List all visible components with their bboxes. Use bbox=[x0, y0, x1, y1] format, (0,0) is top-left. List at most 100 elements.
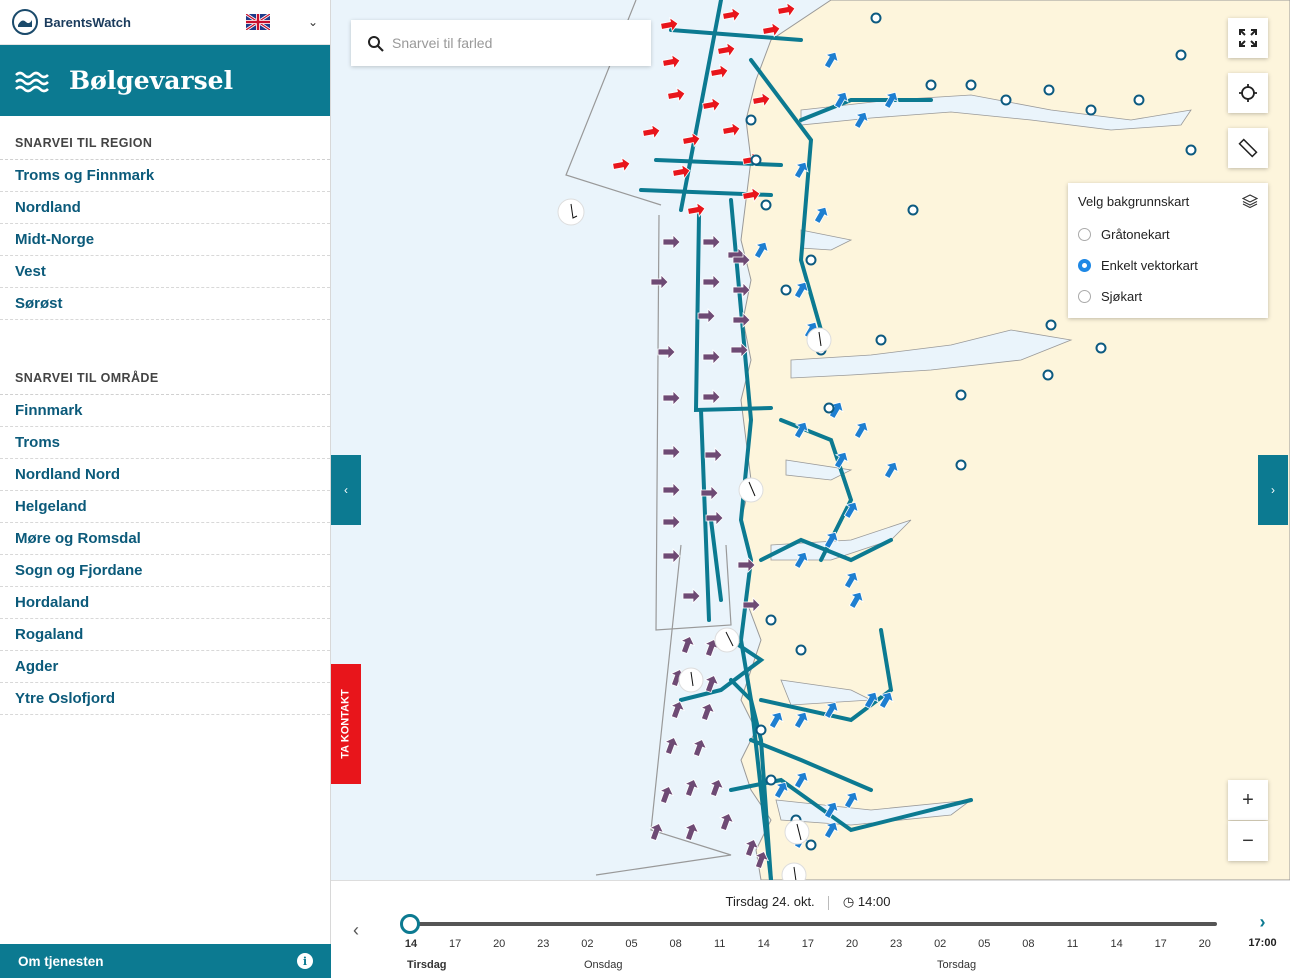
red-arrow bbox=[722, 6, 741, 23]
timeline-hour-label[interactable]: 17 bbox=[801, 938, 815, 950]
radio-button[interactable] bbox=[1078, 228, 1091, 241]
timeline-time: 14:00 bbox=[857, 894, 891, 909]
route-line bbox=[679, 638, 765, 702]
purple-arrow bbox=[697, 308, 716, 324]
buoy-marker bbox=[875, 334, 887, 346]
area-link-finnmark[interactable]: Finnmark bbox=[0, 395, 330, 427]
crosshair-icon bbox=[1239, 84, 1257, 102]
purple-arrow bbox=[680, 636, 696, 655]
timeline-next-time: 17:00 bbox=[1248, 936, 1277, 949]
red-arrow bbox=[612, 156, 631, 173]
purple-arrow bbox=[684, 779, 700, 798]
red-arrow bbox=[660, 16, 679, 33]
timeline-hour-label[interactable]: 08 bbox=[1022, 938, 1035, 950]
timeline-current-datetime: Tirsdag 24. okt. ◷ 14:00 bbox=[381, 894, 1235, 910]
fullscreen-button[interactable] bbox=[1228, 18, 1268, 58]
layers-icon[interactable] bbox=[1242, 193, 1258, 209]
timeline-handle[interactable] bbox=[400, 914, 420, 934]
about-service-button[interactable]: Om tjenesten i bbox=[0, 944, 331, 978]
region-link-vest[interactable]: Vest bbox=[0, 256, 330, 288]
timeline-hour-label[interactable]: 11 bbox=[713, 938, 726, 950]
buoy-marker bbox=[760, 199, 772, 211]
area-link-helgeland[interactable]: Helgeland bbox=[0, 491, 330, 523]
radio-button[interactable] bbox=[1078, 290, 1091, 303]
search-box[interactable] bbox=[351, 20, 651, 66]
timeline-hour-label[interactable]: 17 bbox=[1154, 938, 1167, 950]
timeline-track[interactable] bbox=[411, 922, 1217, 926]
chevron-down-icon[interactable]: ⌄ bbox=[307, 15, 318, 29]
area-link-sogn-og-fjordane[interactable]: Sogn og Fjordane bbox=[0, 555, 330, 587]
basemap-option[interactable]: Gråtonekart bbox=[1078, 219, 1258, 250]
blue-wave-arrows bbox=[753, 51, 899, 849]
radio-button[interactable] bbox=[1078, 259, 1091, 272]
area-link-hordaland[interactable]: Hordaland bbox=[0, 587, 330, 619]
timeline-hour-label[interactable]: 05 bbox=[625, 938, 638, 950]
collapse-sidebar-tab[interactable]: ‹ bbox=[331, 455, 361, 525]
blue-arrow bbox=[823, 531, 839, 549]
route-line bbox=[729, 777, 973, 833]
timeline-hour-label[interactable]: 14 bbox=[1110, 938, 1123, 950]
timeline-hour-label[interactable]: 08 bbox=[669, 938, 682, 950]
timeline-hour-label[interactable]: 17 bbox=[448, 938, 462, 950]
purple-arrow bbox=[682, 588, 701, 604]
timeline-hour-label[interactable]: 11 bbox=[1066, 938, 1079, 950]
timeline-prev-button[interactable]: ‹ bbox=[331, 881, 381, 978]
blue-arrow bbox=[843, 791, 859, 809]
barentswatch-logo[interactable]: BarentsWatch bbox=[12, 9, 131, 35]
purple-arrow bbox=[700, 703, 716, 722]
blue-arrow bbox=[793, 771, 809, 789]
route-line bbox=[654, 158, 783, 167]
purple-arrow bbox=[744, 839, 760, 858]
area-link-troms[interactable]: Troms bbox=[0, 427, 330, 459]
uk-flag-icon[interactable] bbox=[245, 14, 270, 30]
purple-arrow bbox=[684, 823, 700, 842]
basemap-option[interactable]: Sjøkart bbox=[1078, 281, 1258, 312]
region-link-sørøst[interactable]: Sørøst bbox=[0, 288, 330, 320]
locate-button[interactable] bbox=[1228, 73, 1268, 113]
search-input[interactable] bbox=[392, 35, 632, 51]
blue-arrow bbox=[793, 161, 809, 179]
basemap-option[interactable]: Enkelt vektorkart bbox=[1078, 250, 1258, 281]
area-link-møre-og-romsdal[interactable]: Møre og Romsdal bbox=[0, 523, 330, 555]
divider bbox=[828, 895, 830, 910]
area-link-ytre-oslofjord[interactable]: Ytre Oslofjord bbox=[0, 683, 330, 715]
area-link-agder[interactable]: Agder bbox=[0, 651, 330, 683]
contact-label: TA KONTAKT bbox=[340, 689, 353, 759]
timeline-hour-label[interactable]: 14 bbox=[757, 938, 770, 950]
purple-arrow bbox=[732, 252, 751, 268]
map-canvas[interactable] bbox=[331, 0, 1290, 880]
buoy-marker bbox=[1185, 144, 1197, 156]
region-link-nordland[interactable]: Nordland bbox=[0, 192, 330, 224]
logo-icon bbox=[12, 9, 38, 35]
zoom-out-button[interactable]: − bbox=[1228, 821, 1268, 861]
buoy-marker bbox=[955, 389, 967, 401]
contact-button[interactable]: TA KONTAKT bbox=[331, 664, 361, 784]
timeline-hour-label[interactable]: 20 bbox=[493, 938, 506, 950]
purple-arrow bbox=[742, 597, 761, 613]
timeline-next-button[interactable]: › 17:00 bbox=[1235, 881, 1290, 978]
timeline-hour-label[interactable]: 23 bbox=[889, 938, 903, 950]
timeline-hour-label[interactable]: 02 bbox=[581, 938, 594, 950]
map-view[interactable]: Velg bakgrunnskart Gråtonekart Enkelt vek… bbox=[331, 0, 1290, 880]
timeline-hour-label[interactable]: 14 bbox=[404, 938, 418, 950]
timeline-hour-label[interactable]: 20 bbox=[1198, 938, 1211, 950]
area-link-nordland-nord[interactable]: Nordland Nord bbox=[0, 459, 330, 491]
region-link-troms-og-finnmark[interactable]: Troms og Finnmark bbox=[0, 160, 330, 192]
expand-right-panel-tab[interactable]: › bbox=[1258, 455, 1288, 525]
timeline-hour-label[interactable]: 20 bbox=[845, 938, 859, 950]
minus-icon: − bbox=[1242, 829, 1254, 852]
measure-button[interactable] bbox=[1228, 128, 1268, 168]
timeline-hour-label[interactable]: 05 bbox=[978, 938, 991, 950]
shipping-routes bbox=[639, 0, 973, 880]
purple-arrow bbox=[670, 701, 686, 720]
blue-arrow bbox=[793, 551, 809, 569]
area-link-rogaland[interactable]: Rogaland bbox=[0, 619, 330, 651]
timeline-hour-label[interactable]: 23 bbox=[537, 938, 550, 950]
info-icon[interactable]: i bbox=[297, 953, 313, 969]
zoom-in-button[interactable]: + bbox=[1228, 780, 1268, 820]
purple-arrow bbox=[664, 737, 680, 756]
land-area bbox=[740, 0, 1290, 880]
timeline-hour-label[interactable]: 02 bbox=[934, 938, 947, 950]
route-line bbox=[709, 518, 723, 602]
region-link-midt-norge[interactable]: Midt-Norge bbox=[0, 224, 330, 256]
